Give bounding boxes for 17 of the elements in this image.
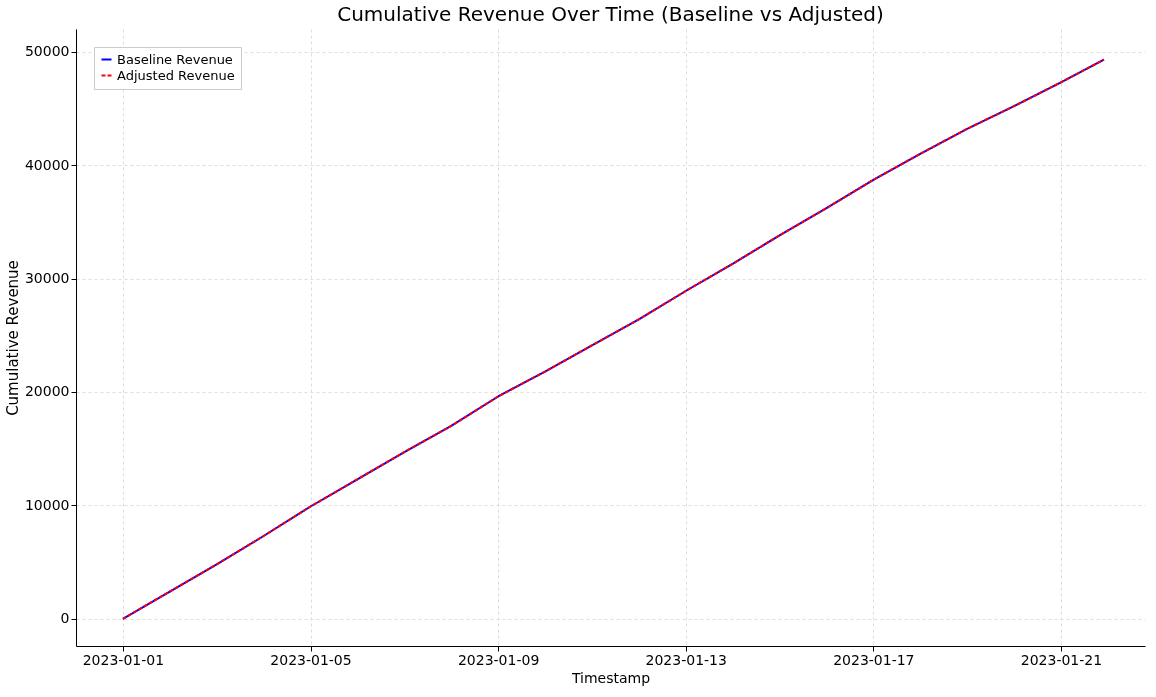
chart-title: Cumulative Revenue Over Time (Baseline vs Adjusted) xyxy=(337,2,884,26)
y-tick-label: 40000 xyxy=(24,156,70,173)
y-tick-label: 20000 xyxy=(24,383,70,400)
x-tick-label: 2023-01-05 xyxy=(270,651,352,668)
y-tick-label: 50000 xyxy=(24,43,70,60)
y-tick-label: 0 xyxy=(60,610,70,627)
x-tick-label: 2023-01-17 xyxy=(833,651,915,668)
y-axis-title: Cumulative Revenue xyxy=(3,260,22,416)
x-tick-label: 2023-01-09 xyxy=(457,651,540,668)
x-tick-label: 2023-01-21 xyxy=(1020,651,1103,668)
legend-label: Baseline Revenue xyxy=(117,51,233,67)
y-tick-label: 30000 xyxy=(24,270,70,287)
legend-label: Adjusted Revenue xyxy=(117,67,235,83)
y-tick-label: 10000 xyxy=(24,496,70,513)
x-tick-label: 2023-01-13 xyxy=(645,651,727,668)
x-axis-title: Timestamp xyxy=(570,669,651,686)
x-tick-label: 2023-01-01 xyxy=(82,651,165,668)
